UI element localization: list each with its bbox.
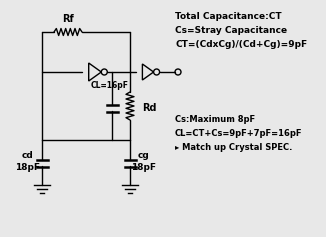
Text: 18pF: 18pF xyxy=(16,164,40,173)
Text: cd: cd xyxy=(22,150,34,160)
Text: Cs=Stray Capacitance: Cs=Stray Capacitance xyxy=(175,26,287,35)
Text: cg: cg xyxy=(138,150,150,160)
Text: CL=16pF: CL=16pF xyxy=(91,81,129,90)
Text: 18pF: 18pF xyxy=(131,164,156,173)
Text: Cs:Maximum 8pF: Cs:Maximum 8pF xyxy=(175,115,255,124)
Text: ▸ Match up Crystal SPEC.: ▸ Match up Crystal SPEC. xyxy=(175,143,292,152)
Text: Total Capacitance:CT: Total Capacitance:CT xyxy=(175,12,282,21)
Text: CL=CT+Cs=9pF+7pF=16pF: CL=CT+Cs=9pF+7pF=16pF xyxy=(175,129,303,138)
Text: CT=(CdxCg)/(Cd+Cg)=9pF: CT=(CdxCg)/(Cd+Cg)=9pF xyxy=(175,40,307,49)
Text: Rd: Rd xyxy=(142,103,156,113)
Text: Rf: Rf xyxy=(62,14,74,24)
